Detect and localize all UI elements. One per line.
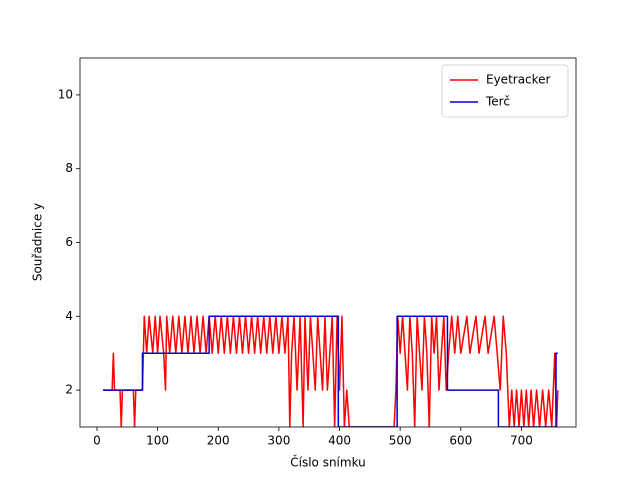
y-tick-label: 4	[65, 309, 73, 323]
y-tick-label: 8	[65, 161, 73, 175]
y-tick-label: 6	[65, 235, 73, 249]
legend-box	[441, 64, 569, 118]
series-line	[103, 315, 559, 427]
x-tick-label: 200	[207, 434, 230, 448]
x-tick-label: 300	[267, 434, 290, 448]
x-tick-label: 100	[146, 434, 169, 448]
x-tick-label: 0	[93, 434, 101, 448]
x-axis-label: Číslo snímku	[290, 455, 366, 470]
legend-label: Eyetracker	[486, 73, 551, 87]
x-tick-label: 700	[510, 434, 533, 448]
legend-label: Terč	[485, 95, 510, 109]
x-tick-label: 500	[389, 434, 412, 448]
y-tick-label: 2	[65, 383, 73, 397]
x-tick-label: 400	[328, 434, 351, 448]
y-axis-label: Souřadnice y	[31, 203, 45, 281]
series-line	[103, 315, 558, 427]
x-tick-label: 600	[449, 434, 472, 448]
y-tick-label: 10	[58, 87, 73, 101]
